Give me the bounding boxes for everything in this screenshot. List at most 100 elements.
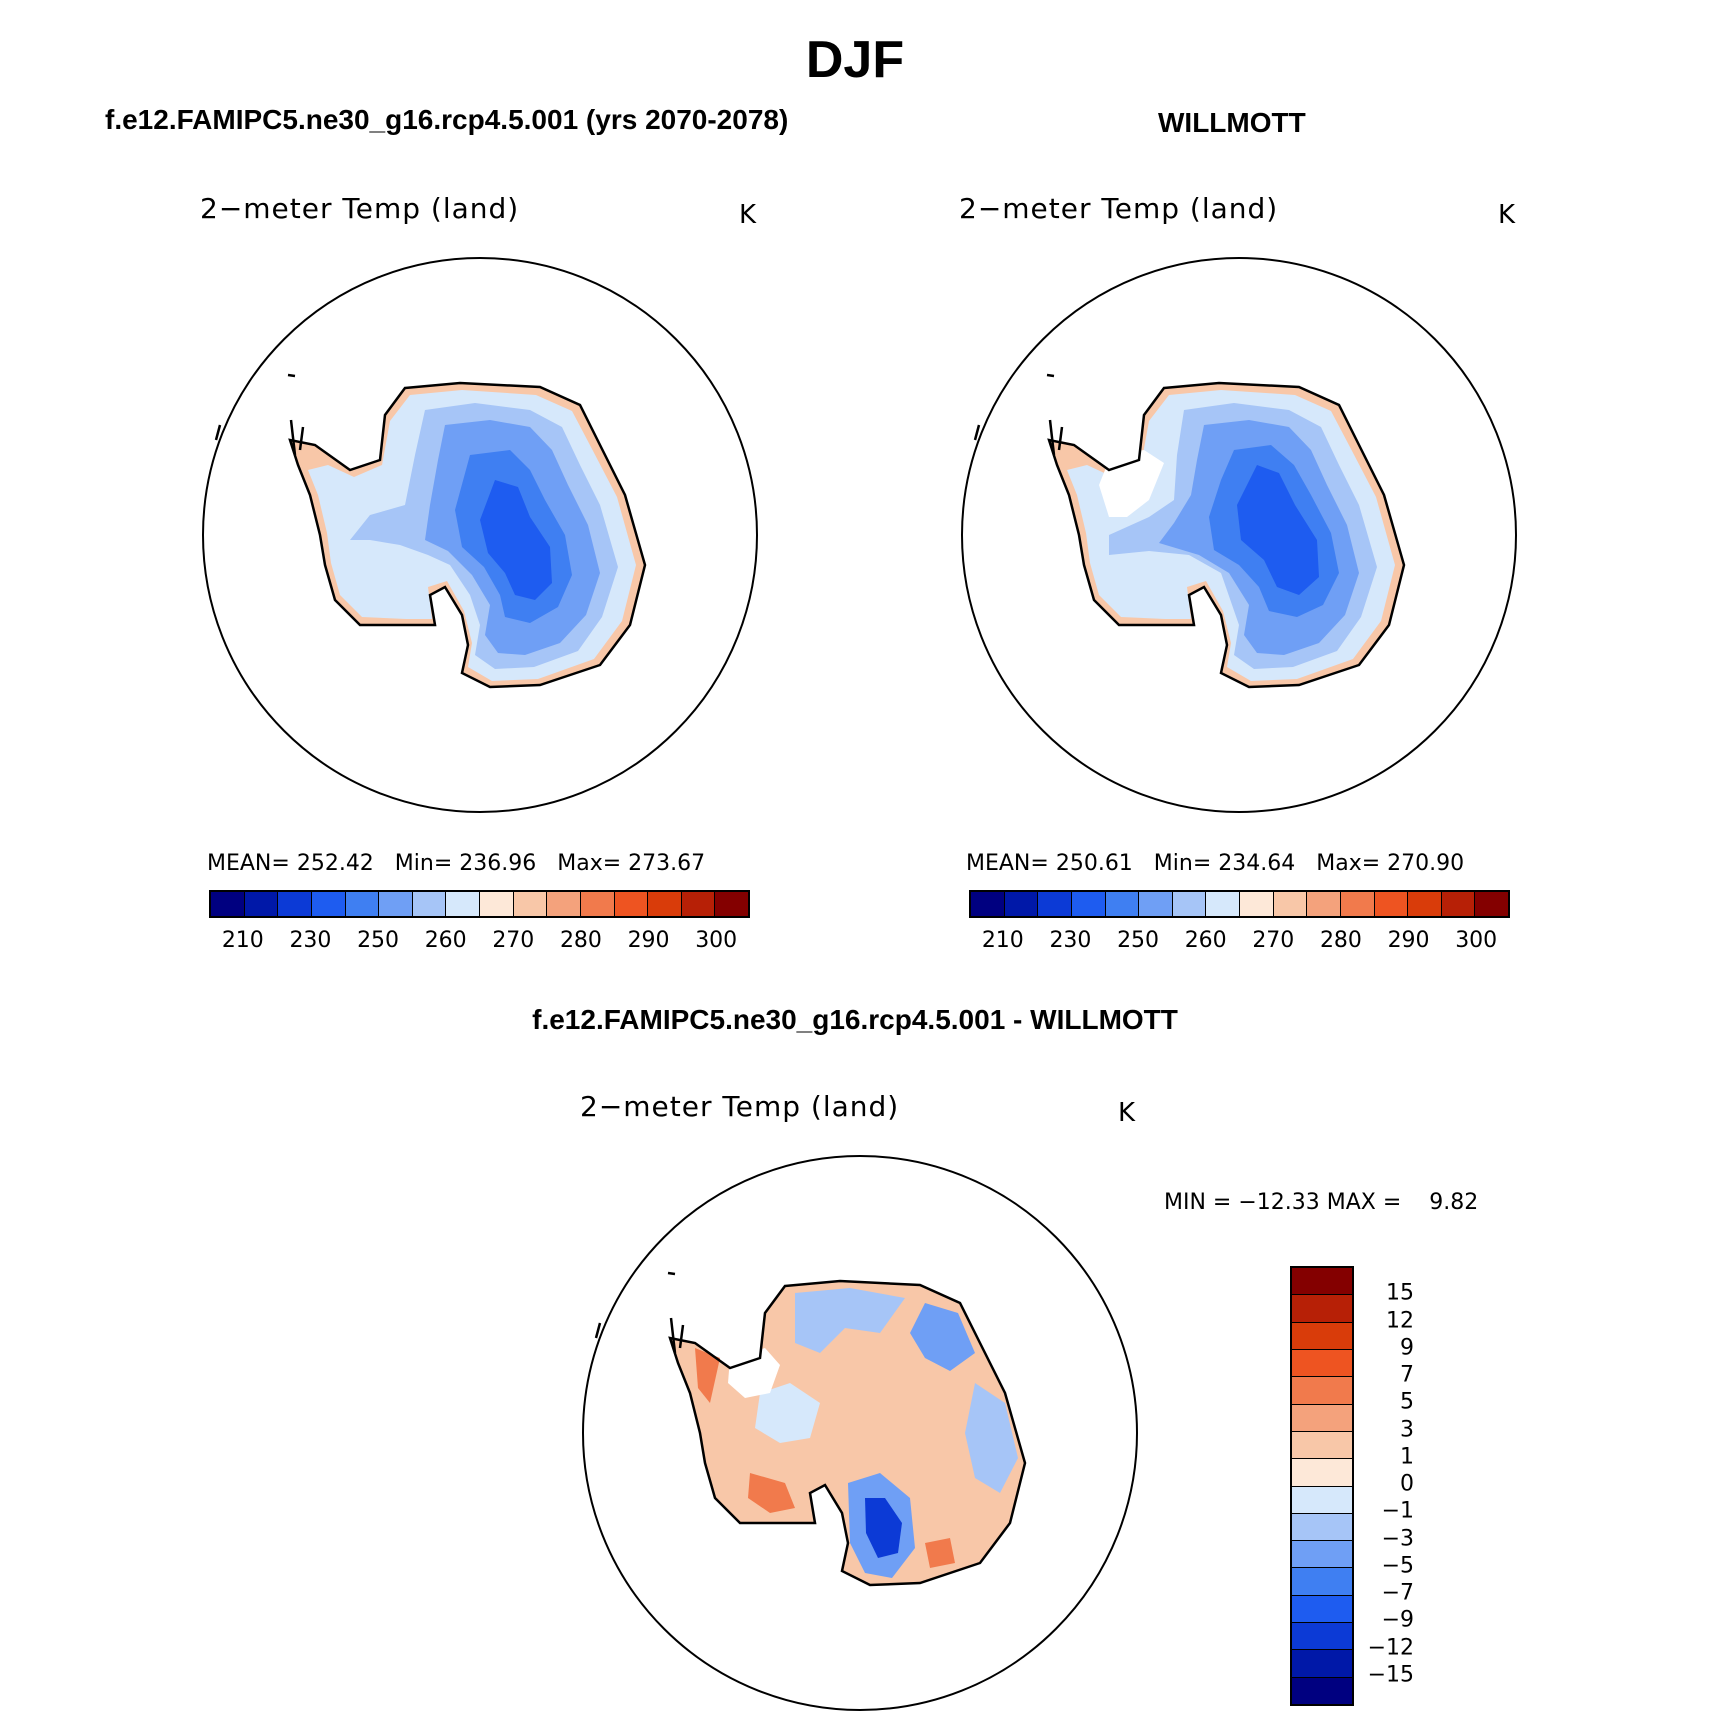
diff-panel-title: f.e12.FAMIPC5.ne30_g16.rcp4.5.001 - WILL… — [532, 1004, 1178, 1035]
colorbar-tick-label: 270 — [492, 928, 535, 953]
colorbar-cell — [1292, 1431, 1352, 1460]
colorbar-cell — [244, 892, 279, 916]
panel-1-units: K — [739, 200, 757, 230]
max-value: 270.90 — [1387, 851, 1465, 876]
missing-data-area — [728, 1348, 780, 1398]
max-value: 273.67 — [628, 851, 706, 876]
colorbar-cell — [1292, 1623, 1352, 1651]
difference-negative-west — [755, 1383, 820, 1443]
colorbar-cell — [1292, 1568, 1352, 1596]
panel-2-units: K — [1498, 200, 1516, 230]
colorbar-cell — [1273, 892, 1308, 916]
difference-positive-south — [925, 1538, 955, 1568]
colorbar-cell — [715, 892, 748, 916]
colorbar-cell — [1038, 892, 1072, 916]
colorbar-cell — [1292, 1349, 1352, 1378]
min-label: Min= — [1153, 851, 1212, 876]
colorbar-tick-label: 280 — [559, 928, 602, 953]
colorbar-cell — [1292, 1541, 1352, 1569]
mean-value: 250.61 — [1055, 851, 1133, 876]
max-label: Max= — [557, 851, 622, 876]
colorbar-tick-label: 230 — [1049, 928, 1092, 953]
diff-minmax: MIN = −12.33 MAX = 9.82 — [1164, 1190, 1479, 1215]
colorbar-tick-label: 250 — [357, 928, 400, 953]
colorbar-cell — [1071, 892, 1106, 916]
colorbar-cell — [1206, 892, 1240, 916]
colorbar-cell — [1240, 892, 1274, 916]
colorbar-tick-label: 300 — [1455, 928, 1498, 953]
island-outline — [973, 373, 1064, 456]
colorbar-tick-label: 3 — [1400, 1417, 1414, 1442]
colorbar-tick-label: −3 — [1381, 1526, 1414, 1551]
colorbar-cell — [1292, 1404, 1352, 1432]
colorbar-cell — [1139, 892, 1173, 916]
mean-value: 252.42 — [296, 851, 374, 876]
colorbar-cell — [480, 892, 514, 916]
figure-title: DJF — [805, 31, 905, 89]
panel-2-map — [961, 257, 1517, 813]
colorbar-cell — [1292, 1677, 1352, 1704]
colorbar-cell — [1292, 1513, 1352, 1542]
colorbar-tick-label: 260 — [424, 928, 467, 953]
colorbar-cell — [379, 892, 413, 916]
colorbar-tick-label: 250 — [1117, 928, 1160, 953]
colorbar-cell — [971, 892, 1005, 916]
difference-negative-right — [965, 1383, 1018, 1493]
colorbar-cell — [446, 892, 480, 916]
panel-2-stats: MEAN= 250.61 Min= 234.64 Max= 270.90 — [966, 851, 1464, 876]
panel-1-variable: 2−meter Temp (land) — [200, 192, 520, 225]
panel-1-colorbar-ticks: 210 230 250 260 270 280 290 300 — [209, 928, 750, 958]
colorbar-tick-label: 15 — [1386, 1280, 1414, 1306]
max-label: Max= — [1316, 851, 1381, 876]
colorbar-tick-label: 270 — [1252, 928, 1295, 953]
colorbar-cell — [1441, 892, 1476, 916]
colorbar-cell — [681, 892, 716, 916]
colorbar-cell — [1374, 892, 1409, 916]
difference-negative-north — [795, 1288, 905, 1353]
antarctica-landmass — [1049, 383, 1404, 687]
min-value: 234.64 — [1218, 851, 1296, 876]
colorbar-cell — [211, 892, 245, 916]
colorbar-cell — [547, 892, 581, 916]
difference-positive-peninsula — [695, 1348, 720, 1403]
island-outline — [214, 373, 305, 456]
antarctica-landmass — [290, 383, 645, 687]
difference-negative-east — [910, 1303, 975, 1371]
colorbar-tick-label: 290 — [627, 928, 670, 953]
colorbar-tick-label: 300 — [695, 928, 738, 953]
colorbar-cell — [1292, 1322, 1352, 1350]
colorbar-tick-label: 12 — [1386, 1308, 1414, 1333]
colorbar-cell — [1292, 1377, 1352, 1405]
island-outline — [594, 1271, 685, 1354]
colorbar-tick-label: 9 — [1400, 1335, 1414, 1361]
colorbar-cell — [345, 892, 380, 916]
panel-2-colorbar-ticks: 210 230 250 260 270 280 290 300 — [969, 928, 1510, 958]
panel-1-colorbar — [209, 890, 750, 918]
colorbar-tick-label: 210 — [981, 928, 1024, 953]
panel-2-colorbar — [969, 890, 1510, 918]
colorbar-cell — [1408, 892, 1442, 916]
colorbar-cell — [1475, 892, 1508, 916]
panel-1-title: f.e12.FAMIPC5.ne30_g16.rcp4.5.001 (yrs 2… — [105, 104, 789, 135]
diff-colorbar-labels: 15 12 9 7 5 3 1 0 −1 −3 −5 −7 −9 −12 −15 — [1367, 1266, 1414, 1702]
colorbar-tick-label: 7 — [1400, 1362, 1414, 1388]
colorbar-cell — [1004, 892, 1039, 916]
colorbar-cell — [1292, 1268, 1352, 1296]
colorbar-tick-label: −5 — [1381, 1553, 1414, 1579]
temperature-zone-deep — [1237, 465, 1319, 595]
colorbar-cell — [513, 892, 548, 916]
colorbar-tick-label: 1 — [1400, 1444, 1414, 1470]
colorbar-tick-label: 210 — [221, 928, 264, 953]
diff-panel-map — [582, 1155, 1138, 1711]
colorbar-tick-label: −12 — [1367, 1635, 1414, 1660]
min-value: 236.96 — [459, 851, 537, 876]
colorbar-cell — [412, 892, 447, 916]
colorbar-cell — [648, 892, 682, 916]
colorbar-cell — [1292, 1459, 1352, 1487]
colorbar-cell — [1292, 1595, 1352, 1624]
colorbar-tick-label: −1 — [1381, 1498, 1414, 1524]
colorbar-tick-label: −7 — [1381, 1580, 1414, 1606]
colorbar-cell — [1340, 892, 1375, 916]
min-label: Min= — [394, 851, 453, 876]
panel-2-title: WILLMOTT — [1158, 107, 1306, 138]
